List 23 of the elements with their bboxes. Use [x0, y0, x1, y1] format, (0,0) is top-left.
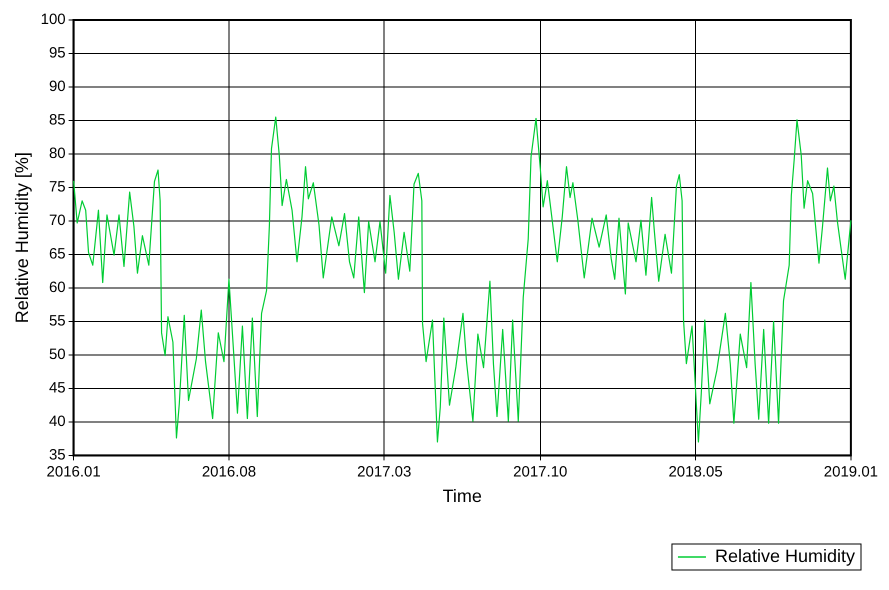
- y-tick-label: 95: [48, 44, 66, 62]
- y-axis-title: Relative Humidity [%]: [12, 152, 32, 324]
- y-tick-label: 85: [48, 112, 66, 129]
- x-axis-title: Time: [442, 486, 482, 506]
- y-tick-label: 45: [48, 380, 66, 397]
- x-tick-label: 2016.08: [202, 464, 256, 481]
- y-tick-label: 60: [48, 279, 66, 296]
- legend-label: Relative Humidity: [714, 546, 855, 566]
- x-tick-label: 2017.03: [357, 464, 412, 481]
- y-tick-label: 50: [48, 346, 66, 364]
- x-tick-label: 2017.10: [513, 464, 568, 481]
- y-tick-label: 55: [48, 312, 66, 330]
- y-tick-label: 90: [48, 78, 66, 96]
- x-tick-label: 2016.01: [46, 464, 101, 481]
- y-tick-label: 65: [48, 246, 66, 263]
- y-tick-label: 75: [48, 178, 66, 196]
- y-tick-label: 70: [48, 212, 66, 230]
- y-tick-label: 35: [48, 446, 66, 464]
- x-tick-label: 2018.05: [668, 464, 723, 481]
- y-tick-label: 100: [40, 11, 66, 28]
- x-tick-label: 2019.01: [824, 464, 878, 481]
- y-tick-label: 80: [48, 145, 66, 162]
- y-tick-label: 40: [48, 413, 66, 430]
